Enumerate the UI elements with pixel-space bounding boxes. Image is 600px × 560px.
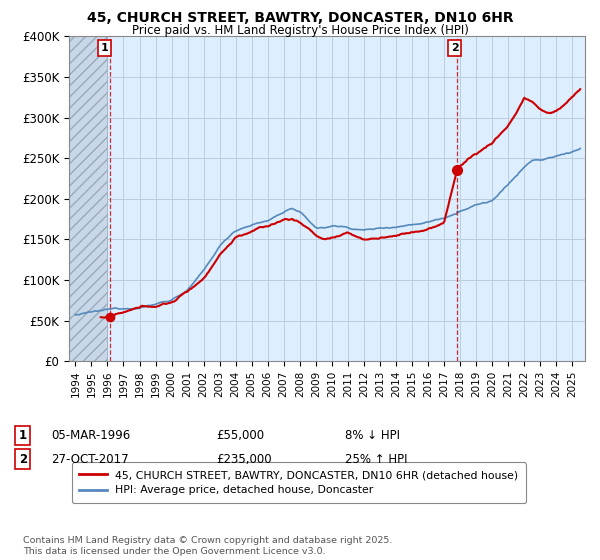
Text: 8% ↓ HPI: 8% ↓ HPI xyxy=(345,429,400,442)
Text: 45, CHURCH STREET, BAWTRY, DONCASTER, DN10 6HR: 45, CHURCH STREET, BAWTRY, DONCASTER, DN… xyxy=(86,11,514,25)
Text: 05-MAR-1996: 05-MAR-1996 xyxy=(51,429,130,442)
Text: 25% ↑ HPI: 25% ↑ HPI xyxy=(345,452,407,466)
Text: 27-OCT-2017: 27-OCT-2017 xyxy=(51,452,128,466)
Legend: 45, CHURCH STREET, BAWTRY, DONCASTER, DN10 6HR (detached house), HPI: Average pr: 45, CHURCH STREET, BAWTRY, DONCASTER, DN… xyxy=(72,463,526,503)
Text: 1: 1 xyxy=(101,43,109,53)
Text: £235,000: £235,000 xyxy=(216,452,272,466)
Text: £55,000: £55,000 xyxy=(216,429,264,442)
Text: 1: 1 xyxy=(19,429,27,442)
Text: 2: 2 xyxy=(451,43,458,53)
Text: 2: 2 xyxy=(19,452,27,466)
Text: Price paid vs. HM Land Registry's House Price Index (HPI): Price paid vs. HM Land Registry's House … xyxy=(131,24,469,36)
Text: Contains HM Land Registry data © Crown copyright and database right 2025.
This d: Contains HM Land Registry data © Crown c… xyxy=(23,536,392,556)
Bar xyxy=(69,36,107,361)
